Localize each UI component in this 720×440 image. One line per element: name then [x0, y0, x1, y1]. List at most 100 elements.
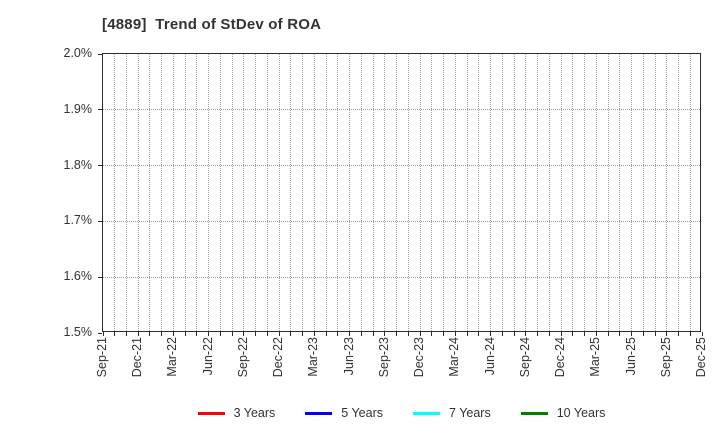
legend-line-swatch	[305, 411, 333, 415]
x-axis-tick-label: Sep-21	[95, 337, 109, 378]
x-axis-tick-label: Jun-22	[200, 337, 215, 376]
x-axis-tick	[278, 332, 280, 336]
vertical-gridline	[114, 54, 116, 331]
vertical-gridline	[196, 54, 198, 331]
x-axis-tick-label: Dec-22	[271, 337, 286, 378]
y-axis-tick	[98, 53, 102, 55]
y-axis-tick-label: 2.0%	[63, 46, 93, 60]
vertical-gridline	[231, 54, 233, 331]
x-axis-tick-label: Sep-22	[235, 337, 250, 378]
x-axis-tick	[689, 332, 691, 336]
x-axis-tick	[372, 332, 374, 336]
x-axis-tick-label: Jun-24	[482, 337, 497, 376]
x-axis-tick	[149, 332, 151, 336]
vertical-gridline	[149, 54, 151, 331]
y-axis-tick-label: 1.5%	[63, 325, 93, 339]
vertical-gridline	[184, 54, 186, 331]
y-axis-tick	[98, 332, 102, 334]
vertical-gridline	[313, 54, 315, 331]
vertical-gridline	[407, 54, 409, 331]
x-axis-tick	[431, 332, 433, 336]
x-axis-tick	[478, 332, 480, 336]
vertical-gridline	[360, 54, 362, 331]
horizontal-gridline	[103, 276, 700, 278]
y-axis-tick	[98, 220, 102, 222]
x-axis-tick	[349, 332, 351, 336]
y-axis-tick-label: 1.7%	[63, 213, 93, 228]
vertical-gridline	[525, 54, 527, 331]
legend-line-swatch	[520, 411, 548, 415]
vertical-gridline	[302, 54, 304, 331]
vertical-gridline	[266, 54, 268, 331]
vertical-gridline	[678, 54, 679, 331]
x-axis-tick	[513, 332, 515, 336]
x-axis-tick	[572, 332, 574, 336]
x-axis-tick	[419, 332, 421, 336]
x-axis-tick-label: Dec-24	[553, 337, 568, 378]
legend-label: 10 Years	[556, 406, 606, 420]
vertical-gridline	[454, 54, 456, 331]
x-axis-tick	[501, 332, 503, 336]
legend-line-swatch	[197, 411, 225, 415]
vertical-gridline	[631, 54, 633, 331]
vertical-gridline	[666, 54, 668, 331]
vertical-gridline	[548, 54, 550, 331]
x-axis-tick	[666, 332, 668, 336]
vertical-gridline	[161, 54, 163, 331]
x-axis-tick	[443, 332, 445, 336]
x-axis-tick	[360, 332, 362, 336]
y-axis-tick-label: 1.6%	[63, 269, 93, 284]
y-axis-tick-label: 1.8%	[63, 157, 93, 172]
x-axis-tick-label: Sep-24	[517, 337, 532, 378]
x-axis-tick-label: Dec-25	[694, 337, 708, 378]
vertical-gridline	[337, 54, 339, 331]
x-axis-tick	[678, 332, 679, 336]
vertical-gridline	[278, 54, 280, 331]
x-axis-tick	[137, 332, 139, 336]
vertical-gridline	[208, 54, 210, 331]
y-axis-tick	[98, 109, 102, 111]
x-axis-tick	[631, 332, 633, 336]
vertical-gridline	[607, 54, 609, 331]
x-axis-tick	[654, 332, 656, 336]
legend-item: 5 Years	[305, 406, 383, 420]
x-axis-tick-label: Mar-25	[588, 337, 603, 377]
x-axis-tick	[466, 332, 468, 336]
vertical-gridline	[172, 54, 174, 331]
x-axis-tick	[560, 332, 562, 336]
x-axis-tick	[537, 332, 539, 336]
x-axis-tick	[595, 332, 597, 336]
x-axis-tick	[548, 332, 550, 336]
x-axis-tick-label: Dec-23	[412, 337, 427, 378]
y-axis-tick	[98, 276, 102, 278]
vertical-gridline	[584, 54, 586, 331]
vertical-gridline	[349, 54, 351, 331]
vertical-gridline	[419, 54, 421, 331]
vertical-gridline	[443, 54, 445, 331]
vertical-gridline	[689, 54, 691, 331]
y-axis-tick	[98, 165, 102, 167]
vertical-gridline	[478, 54, 480, 331]
x-axis-tick-label: Jun-23	[341, 337, 356, 376]
x-axis-tick	[407, 332, 409, 336]
x-axis-tick	[619, 332, 621, 336]
vertical-gridline	[219, 54, 221, 331]
vertical-gridline	[372, 54, 374, 331]
x-axis-tick-label: Jun-25	[623, 337, 638, 376]
y-axis-tick-label: 1.9%	[63, 101, 93, 116]
horizontal-gridline	[103, 109, 700, 111]
x-axis-tick	[243, 332, 245, 336]
vertical-gridline	[501, 54, 503, 331]
legend-item: 10 Years	[520, 406, 606, 420]
vertical-gridline	[619, 54, 621, 331]
x-axis-tick	[525, 332, 527, 336]
legend: 3 Years 5 Years 7 Years 10 Years	[102, 403, 701, 423]
legend-item: 3 Years	[197, 406, 275, 420]
legend-line-swatch	[413, 411, 441, 415]
x-axis-tick	[325, 332, 327, 336]
x-axis-tick	[125, 332, 127, 336]
x-axis-tick	[337, 332, 339, 336]
vertical-gridline	[537, 54, 539, 331]
vertical-gridline	[560, 54, 562, 331]
